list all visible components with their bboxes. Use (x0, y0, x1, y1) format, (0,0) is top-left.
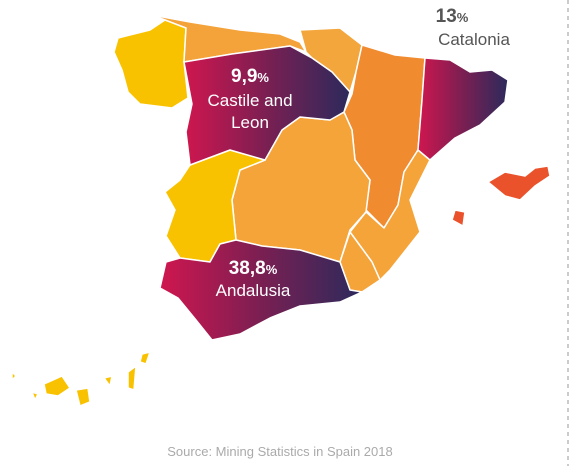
andalusia-value: 38,8% (229, 258, 278, 279)
castile-value: 9,9% (231, 66, 269, 87)
castile-name: Castile and Leon (207, 91, 292, 132)
galicia (113, 17, 189, 109)
catalonia-name: Catalonia (438, 30, 510, 49)
region-castile-and-leon (183, 45, 351, 166)
region-catalonia (417, 57, 509, 161)
name-line: Castile and (207, 91, 292, 110)
source: Source: Mining Statistics in Spain 2018 (167, 444, 392, 459)
region-andalusia (159, 239, 363, 341)
andalusia-name: Andalusia (216, 281, 291, 300)
balearic-islands (451, 165, 551, 227)
name-line: Leon (231, 113, 269, 132)
catalonia-value: 13% (436, 6, 469, 27)
canary-islands (11, 351, 151, 407)
